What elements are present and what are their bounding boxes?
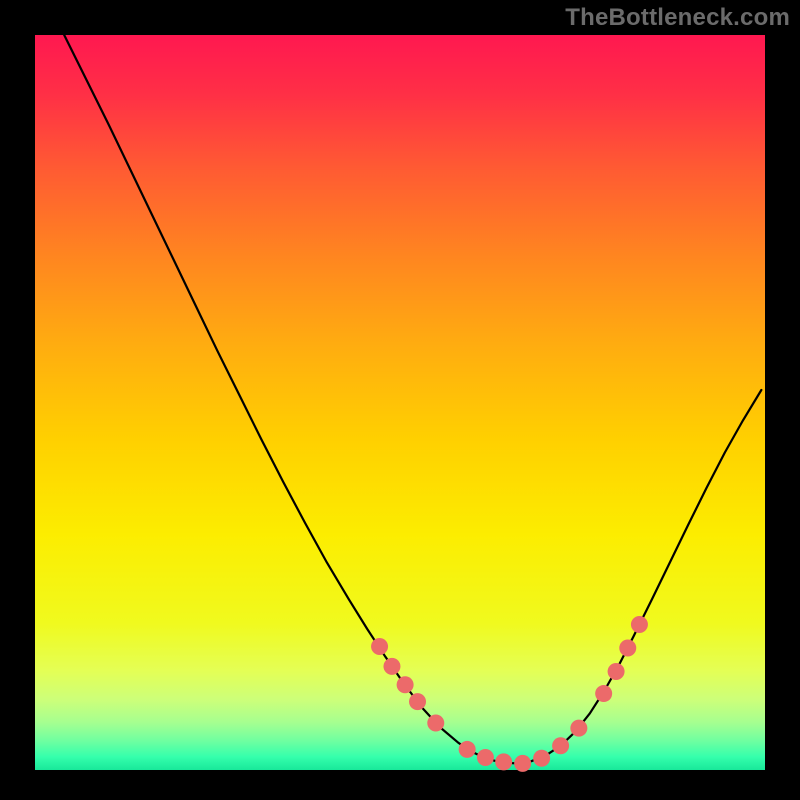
data-marker [409,693,426,710]
data-marker [552,737,569,754]
data-marker [495,753,512,770]
watermark-text: TheBottleneck.com [565,4,790,32]
data-marker [371,638,388,655]
data-marker [514,755,531,772]
data-marker [459,741,476,758]
data-marker [570,720,587,737]
data-marker [383,658,400,675]
data-marker [533,750,550,767]
chart-svg [0,0,800,800]
data-marker [595,685,612,702]
data-marker [619,639,636,656]
data-marker [608,663,625,680]
gradient-background [35,35,765,770]
data-marker [397,676,414,693]
data-marker [477,749,494,766]
data-marker [631,616,648,633]
data-marker [427,714,444,731]
